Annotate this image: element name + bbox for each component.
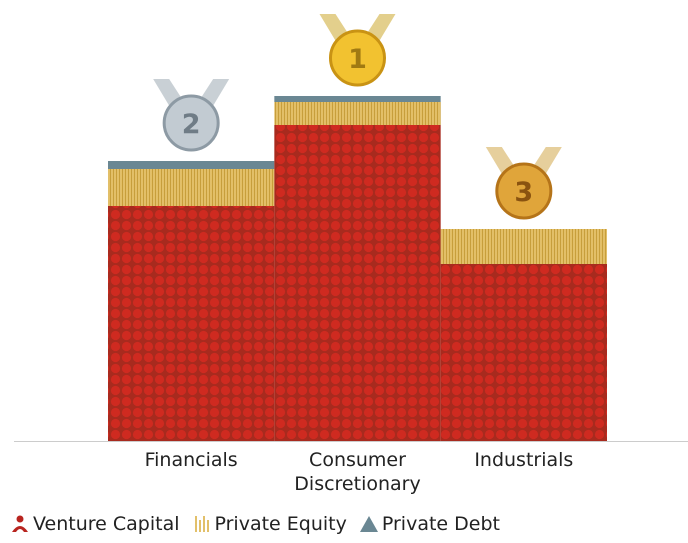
x-tick-label: Industrials xyxy=(474,449,574,471)
legend-icon xyxy=(359,516,378,532)
legend: Venture Capital Private Equity Private Deb… xyxy=(10,513,506,535)
medal xyxy=(495,162,553,220)
legend-label: Venture Capital xyxy=(33,513,180,535)
icon-part xyxy=(202,516,205,532)
bar-segment xyxy=(108,206,275,441)
bar-segment xyxy=(440,264,607,441)
bar-segment xyxy=(440,229,607,264)
legend-icon xyxy=(12,515,28,532)
medal xyxy=(329,29,386,87)
x-tick-label: Financials xyxy=(144,449,238,471)
bar-segment xyxy=(108,169,275,206)
legend-label: Private Equity xyxy=(214,513,347,535)
icon-part xyxy=(16,515,24,523)
icon-part xyxy=(198,520,201,532)
medal-rank: 3 xyxy=(514,177,533,208)
legend-item: Private Equity xyxy=(192,513,347,535)
legend-item: Private Debt xyxy=(359,513,500,535)
icon-part xyxy=(12,526,28,532)
legend-item: Venture Capital xyxy=(10,513,180,535)
x-tick-label: Consumer Discretionary xyxy=(294,449,421,495)
bar-segment xyxy=(274,96,441,102)
bar-segment xyxy=(108,161,275,169)
icon-part xyxy=(359,516,378,532)
bar-segment xyxy=(274,102,441,125)
medal-rank: 2 xyxy=(182,109,201,140)
icon-part xyxy=(194,516,197,532)
icon-part xyxy=(206,520,209,532)
medal xyxy=(162,94,220,152)
legend-label: Private Debt xyxy=(381,513,500,535)
medal-rank: 1 xyxy=(348,44,367,75)
legend-icon xyxy=(194,516,209,532)
bar-segment xyxy=(274,125,441,441)
